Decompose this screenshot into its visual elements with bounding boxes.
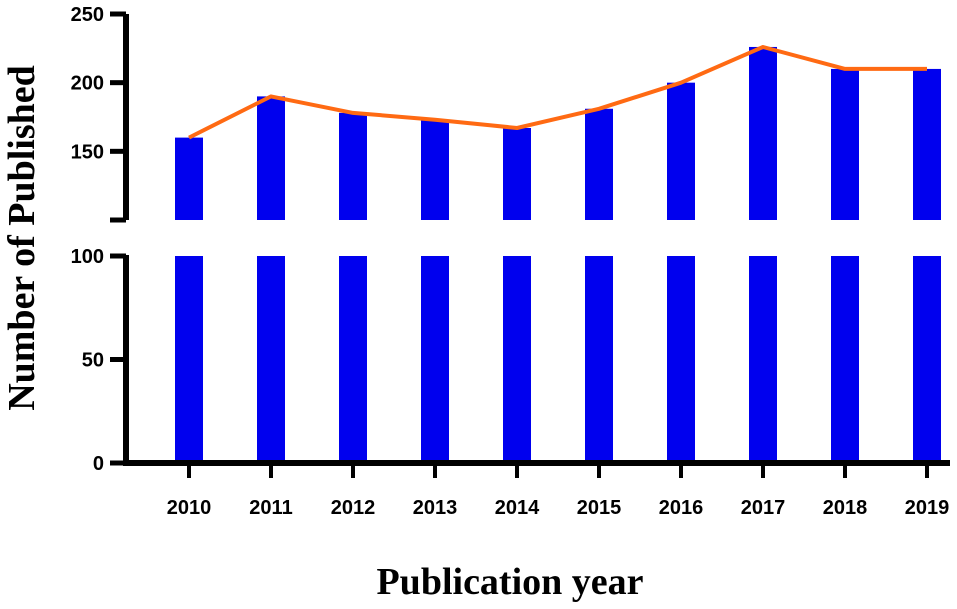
trend-line (188, 45, 927, 140)
x-tick-label-2016: 2016 (659, 497, 704, 519)
y-ticks: 0 50 100 150 200 250 (71, 4, 126, 475)
x-tick-label-2017: 2017 (741, 497, 786, 519)
bars-upper-segment (175, 46, 941, 221)
bar-2011-upper (257, 96, 285, 220)
bar-2013-lower (421, 256, 449, 463)
bar-2017-upper (749, 46, 777, 221)
bar-2012-lower (339, 256, 367, 463)
x-ticks: 2010 2011 2012 2013 2014 2015 2016 2017 2018 2019 (167, 463, 950, 519)
x-tick-label-2010: 2010 (167, 497, 212, 519)
bar-2013-upper (421, 119, 449, 220)
bar-2015-lower (585, 256, 613, 463)
bar-2017-lower (749, 256, 777, 463)
y-tick-label-150: 150 (71, 141, 104, 163)
bar-2018-lower (831, 256, 859, 463)
bar-2016-upper (667, 82, 695, 221)
bar-2012-upper (339, 112, 367, 220)
x-axis-title: Publication year (376, 561, 643, 603)
x-tick-label-2011: 2011 (249, 497, 292, 519)
bar-2014-upper (503, 127, 531, 220)
bar-2015-upper (585, 108, 613, 220)
y-tick-label-250: 250 (71, 4, 104, 26)
bar-2014-lower (503, 256, 531, 463)
x-tick-label-2012: 2012 (331, 497, 376, 519)
bar-2016-lower (667, 256, 695, 463)
x-tick-label-2018: 2018 (823, 497, 868, 519)
y-tick-label-50: 50 (82, 350, 104, 372)
x-tick-label-2014: 2014 (495, 497, 540, 519)
bars-lower-segment (175, 256, 941, 463)
bar-2019-lower (913, 256, 941, 463)
bar-2018-upper (831, 68, 859, 220)
bar-2010-upper (175, 137, 203, 220)
axes (123, 14, 950, 466)
x-tick-label-2019: 2019 (905, 497, 950, 519)
y-tick-label-200: 200 (71, 73, 104, 95)
x-tick-label-2015: 2015 (577, 497, 622, 519)
bar-2019-upper (913, 68, 941, 220)
y-tick-label-0: 0 (93, 453, 104, 475)
bar-2011-lower (257, 256, 285, 463)
y-axis-title: Number of Published (1, 65, 43, 411)
y-tick-label-100: 100 (71, 246, 104, 268)
x-tick-label-2013: 2013 (413, 497, 458, 519)
bar-2010-lower (175, 256, 203, 463)
